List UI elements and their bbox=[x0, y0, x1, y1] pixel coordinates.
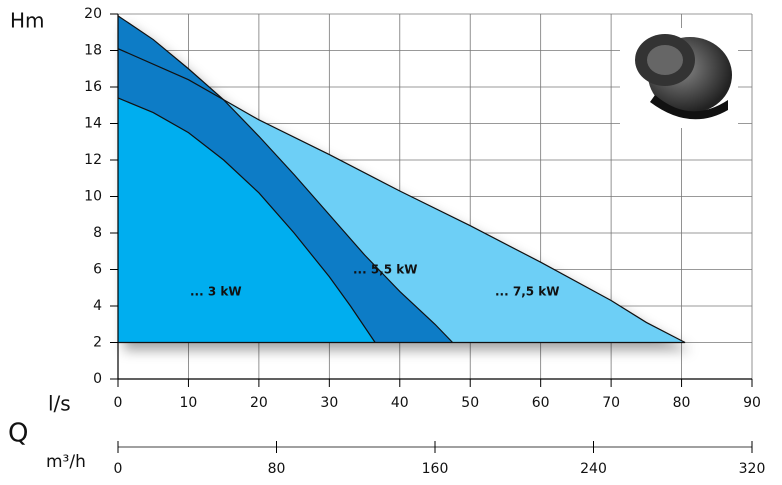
x-tick-label: 50 bbox=[461, 395, 479, 411]
x2-tick-label: 0 bbox=[114, 461, 123, 477]
x-tick-label: 30 bbox=[320, 395, 338, 411]
x-tick-label: 0 bbox=[114, 395, 123, 411]
x-tick-label: 90 bbox=[743, 395, 761, 411]
y-tick-label: 20 bbox=[84, 6, 102, 22]
x2-axis-label: m³/h bbox=[46, 452, 86, 472]
y-tick-label: 8 bbox=[93, 225, 102, 241]
x-tick-label: 40 bbox=[391, 395, 409, 411]
x2-tick-label: 240 bbox=[580, 461, 607, 477]
y-tick-label: 16 bbox=[84, 79, 102, 95]
y-tick-label: 0 bbox=[93, 371, 102, 387]
y-tick-label: 6 bbox=[93, 262, 102, 278]
area bbox=[118, 97, 376, 343]
x2-tick-label: 320 bbox=[739, 461, 766, 477]
curve-line bbox=[117, 15, 454, 343]
y-tick-label: 18 bbox=[84, 43, 102, 59]
areas bbox=[118, 15, 686, 343]
x-tick-label: 20 bbox=[250, 395, 268, 411]
curve-line bbox=[117, 48, 686, 344]
x-tick-label: 70 bbox=[602, 395, 620, 411]
x-axis-label: l/s bbox=[48, 392, 71, 416]
y-tick-label: 10 bbox=[84, 189, 102, 205]
y-tick-label: 2 bbox=[93, 335, 102, 351]
curve-line bbox=[117, 97, 376, 343]
y-axis-label: Hm bbox=[10, 9, 45, 33]
x-tick-label: 80 bbox=[673, 395, 691, 411]
y-tick-label: 4 bbox=[93, 298, 102, 314]
x-tick-label: 10 bbox=[180, 395, 198, 411]
x2-tick-label: 160 bbox=[422, 461, 449, 477]
series-label: ... 7,5 kW bbox=[495, 285, 560, 299]
y-tick-label: 12 bbox=[84, 152, 102, 168]
series-label: ... 3 kW bbox=[190, 285, 242, 299]
impeller-image bbox=[620, 28, 738, 128]
foreground: 0 2 4 6 8 10 12 14 16 18 20 0 10 20 30 40 50 60 70 80 90 0 80 1… bbox=[84, 6, 765, 477]
y-tick-label: 14 bbox=[84, 116, 102, 132]
quantity-label: Q bbox=[8, 419, 28, 449]
x2-tick-label: 80 bbox=[268, 461, 286, 477]
series-label: ... 5,5 kW bbox=[353, 263, 418, 277]
x-tick-label: 60 bbox=[532, 395, 550, 411]
